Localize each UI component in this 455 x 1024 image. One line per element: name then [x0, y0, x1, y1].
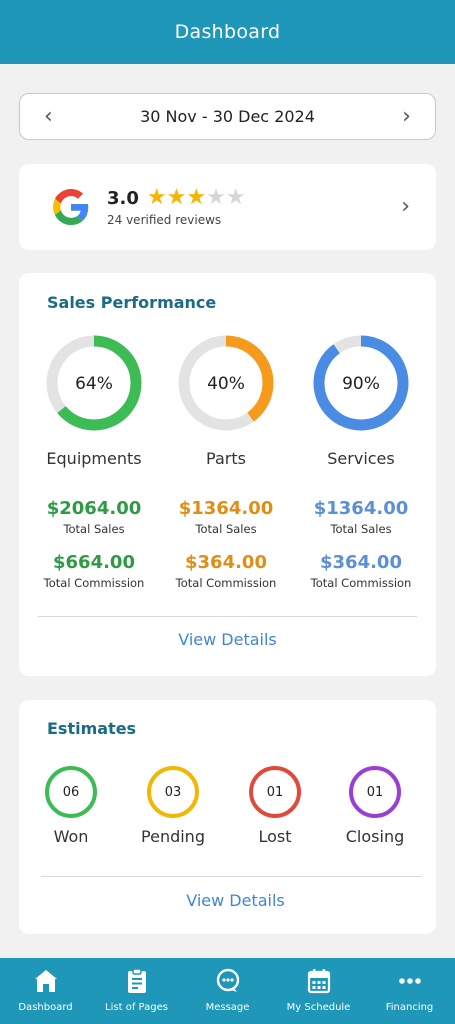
star-icon: ★ — [206, 185, 226, 210]
estimate-count-ring: 01 — [349, 766, 401, 818]
nav-item-my-schedule[interactable]: My Schedule — [273, 958, 364, 1024]
star-icon: ★ — [166, 185, 187, 210]
divider — [38, 616, 417, 617]
sales-item-name: Services — [327, 449, 395, 468]
donut-arc — [313, 335, 409, 431]
star-rating: ★ ★ ★ ★ ★ — [147, 187, 246, 209]
sales-item-name: Parts — [206, 449, 246, 468]
estimate-item-pending: 03 Pending — [123, 766, 223, 846]
estimates-card: Estimates 06 Won 03 Pending 01 Lost 01 C… — [19, 700, 436, 934]
star-icon: ★ — [186, 185, 207, 210]
estimate-label: Lost — [258, 827, 292, 846]
estimate-item-closing: 01 Closing — [325, 766, 425, 846]
clipboard-icon — [127, 968, 146, 993]
chat-icon — [216, 968, 239, 992]
calendar-icon — [307, 969, 330, 994]
star-icon: ★ — [225, 185, 246, 210]
chevron-left-icon[interactable]: ‹ — [44, 103, 53, 129]
estimate-count-ring: 01 — [249, 766, 301, 818]
star-icon: ★ — [146, 185, 167, 210]
total-commission-label: Total Commission — [310, 576, 412, 590]
sales-view-details-link[interactable]: View Details — [178, 630, 277, 649]
estimate-item-lost: 01 Lost — [225, 766, 325, 846]
donut-percent: 90% — [342, 374, 380, 394]
sales-performance-card: Sales Performance 64% Equipments $2064.0… — [19, 273, 436, 676]
nav-item-dashboard[interactable]: Dashboard — [0, 958, 91, 1024]
estimate-item-won: 06 Won — [21, 766, 121, 846]
nav-item-list-of-pages[interactable]: List of Pages — [91, 958, 182, 1024]
estimate-label: Won — [53, 827, 89, 846]
total-commission-label: Total Commission — [175, 576, 277, 590]
total-sales-value: $2064.00 — [46, 498, 142, 519]
date-range-label: 30 Nov - 30 Dec 2024 — [140, 107, 315, 126]
donut-percent: 64% — [75, 374, 113, 394]
google-logo-icon — [53, 189, 89, 225]
chevron-right-icon[interactable]: › — [401, 194, 410, 219]
total-commission-value: $664.00 — [53, 552, 135, 573]
more-dots-icon — [398, 978, 421, 984]
review-count: 24 verified reviews — [107, 213, 222, 227]
total-sales-label: Total Sales — [330, 522, 392, 536]
sales-item-services: 90% Services $1364.00 Total Sales $364.0… — [291, 333, 431, 590]
nav-item-financing[interactable]: Financing — [364, 958, 455, 1024]
total-sales-value: $1364.00 — [313, 498, 409, 519]
total-sales-label: Total Sales — [195, 522, 257, 536]
estimates-view-details-link[interactable]: View Details — [186, 891, 285, 910]
donut-arc — [46, 335, 142, 431]
section-title: Estimates — [47, 719, 137, 738]
page-title: Dashboard — [174, 21, 281, 43]
total-commission-value: $364.00 — [185, 552, 267, 573]
section-title: Sales Performance — [47, 293, 217, 312]
nav-item-message[interactable]: Message — [182, 958, 273, 1024]
sales-item-parts: 40% Parts $1364.00 Total Sales $364.00 T… — [156, 333, 296, 590]
nav-label: List of Pages — [105, 1002, 168, 1013]
date-range-selector: ‹ 30 Nov - 30 Dec 2024 › — [19, 93, 436, 140]
nav-label: Dashboard — [18, 1002, 73, 1013]
donut-chart: 64% — [46, 335, 142, 431]
sales-item-equipments: 64% Equipments $2064.00 Total Sales $664… — [24, 333, 164, 590]
nav-label: Financing — [385, 1002, 434, 1013]
rating-value: 3.0 — [107, 187, 139, 209]
bottom-navigation: Dashboard List of Pages Message — [0, 958, 455, 1024]
chevron-right-icon[interactable]: › — [402, 103, 411, 129]
total-commission-value: $364.00 — [320, 552, 402, 573]
nav-label: Message — [205, 1002, 250, 1013]
total-commission-label: Total Commission — [43, 576, 145, 590]
google-reviews-card[interactable]: 3.0 ★ ★ ★ ★ ★ 24 verified reviews › — [19, 164, 436, 250]
home-icon — [34, 970, 57, 992]
estimate-count-ring: 06 — [45, 766, 97, 818]
estimate-label: Closing — [345, 827, 405, 846]
donut-chart: 90% — [313, 335, 409, 431]
donut-percent: 40% — [207, 374, 245, 394]
sales-item-name: Equipments — [46, 449, 142, 468]
estimate-label: Pending — [141, 827, 205, 846]
nav-label: My Schedule — [286, 1002, 351, 1013]
total-sales-value: $1364.00 — [178, 498, 274, 519]
app-header: Dashboard — [0, 0, 455, 64]
estimate-count-ring: 03 — [147, 766, 199, 818]
total-sales-label: Total Sales — [63, 522, 125, 536]
donut-arc — [178, 335, 274, 431]
divider — [41, 876, 422, 877]
donut-chart: 40% — [178, 335, 274, 431]
review-info: 3.0 ★ ★ ★ ★ ★ 24 verified reviews — [107, 187, 401, 228]
